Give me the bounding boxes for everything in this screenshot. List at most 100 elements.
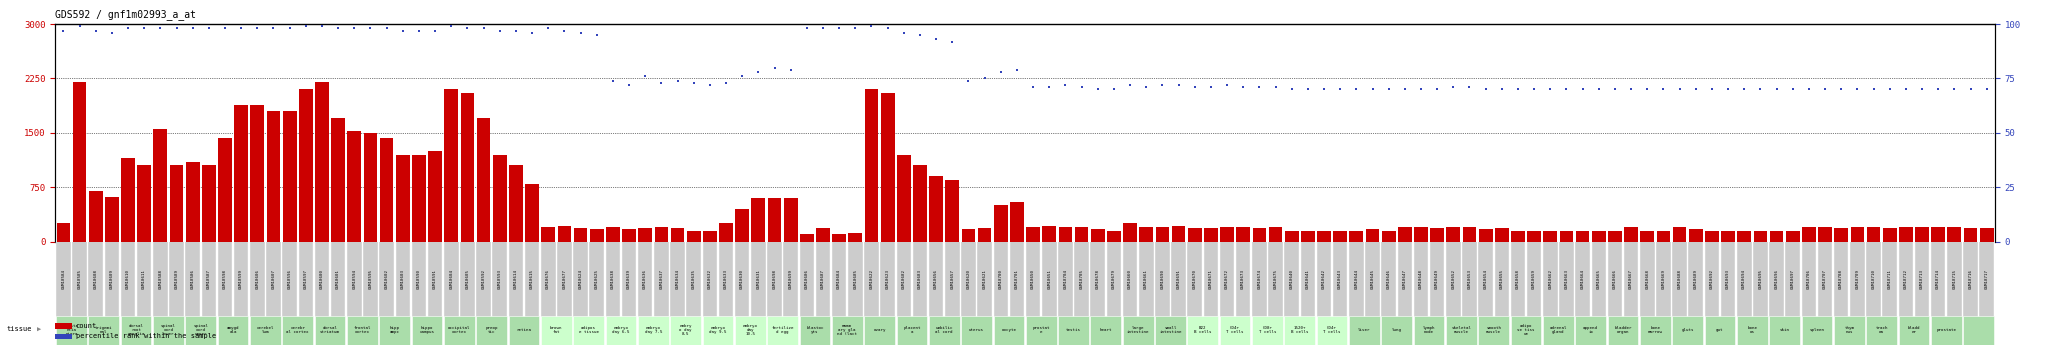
Bar xyxy=(961,316,991,345)
Bar xyxy=(1221,316,1251,345)
Point xyxy=(1468,87,1501,92)
Bar xyxy=(623,241,637,317)
Bar xyxy=(541,227,555,242)
Bar xyxy=(1284,316,1315,345)
Bar xyxy=(348,131,360,241)
Text: GSM18656: GSM18656 xyxy=(934,269,938,289)
Text: lymph
node: lymph node xyxy=(1423,326,1436,334)
Bar xyxy=(492,241,508,317)
Bar xyxy=(702,316,733,345)
Bar xyxy=(1511,241,1526,317)
Bar xyxy=(864,241,879,317)
Point xyxy=(47,28,80,33)
Text: GSM18674: GSM18674 xyxy=(1257,269,1262,289)
Text: GSM18688: GSM18688 xyxy=(1677,269,1681,289)
Point xyxy=(500,28,532,33)
Bar xyxy=(121,316,152,345)
Text: GSM18682: GSM18682 xyxy=(901,269,905,289)
Point xyxy=(1890,87,1923,92)
Text: GSM18654: GSM18654 xyxy=(1483,269,1487,289)
Bar xyxy=(1446,241,1460,317)
Bar xyxy=(1915,227,1929,242)
Bar xyxy=(799,241,815,317)
Bar xyxy=(1090,241,1106,317)
Text: GSM18592: GSM18592 xyxy=(481,269,485,289)
Bar xyxy=(1544,230,1556,241)
Text: B22
B cells: B22 B cells xyxy=(1194,326,1212,334)
Text: GSM18601: GSM18601 xyxy=(336,269,340,289)
Point xyxy=(1260,85,1292,90)
Bar xyxy=(1706,230,1718,241)
Bar xyxy=(283,111,297,241)
Point xyxy=(305,23,338,29)
Bar xyxy=(606,227,621,242)
Point xyxy=(1792,87,1825,92)
Bar xyxy=(1688,241,1704,317)
Text: 1520+
B cells: 1520+ B cells xyxy=(1290,326,1309,334)
Bar xyxy=(1915,241,1929,317)
Text: GSM18695: GSM18695 xyxy=(1759,269,1763,289)
Bar xyxy=(944,241,961,317)
Point xyxy=(96,30,129,36)
Bar xyxy=(1155,241,1169,317)
Text: GSM18647: GSM18647 xyxy=(1403,269,1407,289)
Text: GSM18679: GSM18679 xyxy=(1112,269,1116,289)
Bar xyxy=(170,241,184,317)
Text: GSM18675: GSM18675 xyxy=(1274,269,1278,289)
Text: GSM18714: GSM18714 xyxy=(1935,269,1939,289)
Bar xyxy=(702,230,717,241)
Text: GSM18689: GSM18689 xyxy=(1694,269,1698,289)
Point xyxy=(1599,87,1632,92)
Text: CD4+
T cells: CD4+ T cells xyxy=(1323,326,1341,334)
Point xyxy=(711,80,743,86)
Text: GSM18649: GSM18649 xyxy=(1436,269,1440,289)
Text: GSM18669: GSM18669 xyxy=(1661,269,1665,289)
Bar xyxy=(379,138,393,241)
Bar xyxy=(1833,241,1849,317)
Text: GSM18707: GSM18707 xyxy=(1823,269,1827,289)
Bar xyxy=(1237,227,1249,242)
Text: frontal
cortex: frontal cortex xyxy=(354,326,371,334)
Bar xyxy=(283,316,313,345)
Bar xyxy=(1479,229,1493,242)
Text: GSM18597: GSM18597 xyxy=(303,269,307,289)
Bar xyxy=(590,229,604,242)
Point xyxy=(354,26,387,31)
Bar xyxy=(784,198,797,241)
Text: GSM18625: GSM18625 xyxy=(594,269,598,289)
Bar xyxy=(1188,228,1202,242)
Point xyxy=(1001,67,1034,72)
Text: GSM18636: GSM18636 xyxy=(643,269,647,289)
Bar xyxy=(315,82,330,242)
Text: bone
marrow: bone marrow xyxy=(1649,326,1663,334)
Point xyxy=(1421,87,1454,92)
Text: GSM18638: GSM18638 xyxy=(610,269,614,289)
Bar xyxy=(379,316,410,345)
Text: GSM18641: GSM18641 xyxy=(1307,269,1311,289)
Bar xyxy=(1898,316,1929,345)
Text: GSM18602: GSM18602 xyxy=(385,269,389,289)
Point xyxy=(1438,85,1470,90)
Bar xyxy=(1446,227,1460,242)
Bar xyxy=(864,89,879,242)
Bar xyxy=(1559,241,1573,317)
Bar xyxy=(1866,227,1880,242)
Text: GSM18639: GSM18639 xyxy=(627,269,631,289)
Bar xyxy=(848,241,862,317)
Text: GSM18716: GSM18716 xyxy=(1968,269,1972,289)
Bar xyxy=(1624,241,1638,317)
Text: small
intestine: small intestine xyxy=(1159,326,1182,334)
Text: GSM18692: GSM18692 xyxy=(1710,269,1714,289)
Point xyxy=(1339,87,1372,92)
Bar xyxy=(121,241,135,317)
Bar xyxy=(590,241,604,317)
Point xyxy=(1583,87,1616,92)
Bar xyxy=(831,241,846,317)
Point xyxy=(1567,87,1599,92)
Point xyxy=(193,26,225,31)
Bar xyxy=(1010,241,1024,317)
Point xyxy=(225,26,258,31)
Point xyxy=(1323,87,1356,92)
Point xyxy=(1405,87,1438,92)
Text: GSM18642: GSM18642 xyxy=(1323,269,1325,289)
